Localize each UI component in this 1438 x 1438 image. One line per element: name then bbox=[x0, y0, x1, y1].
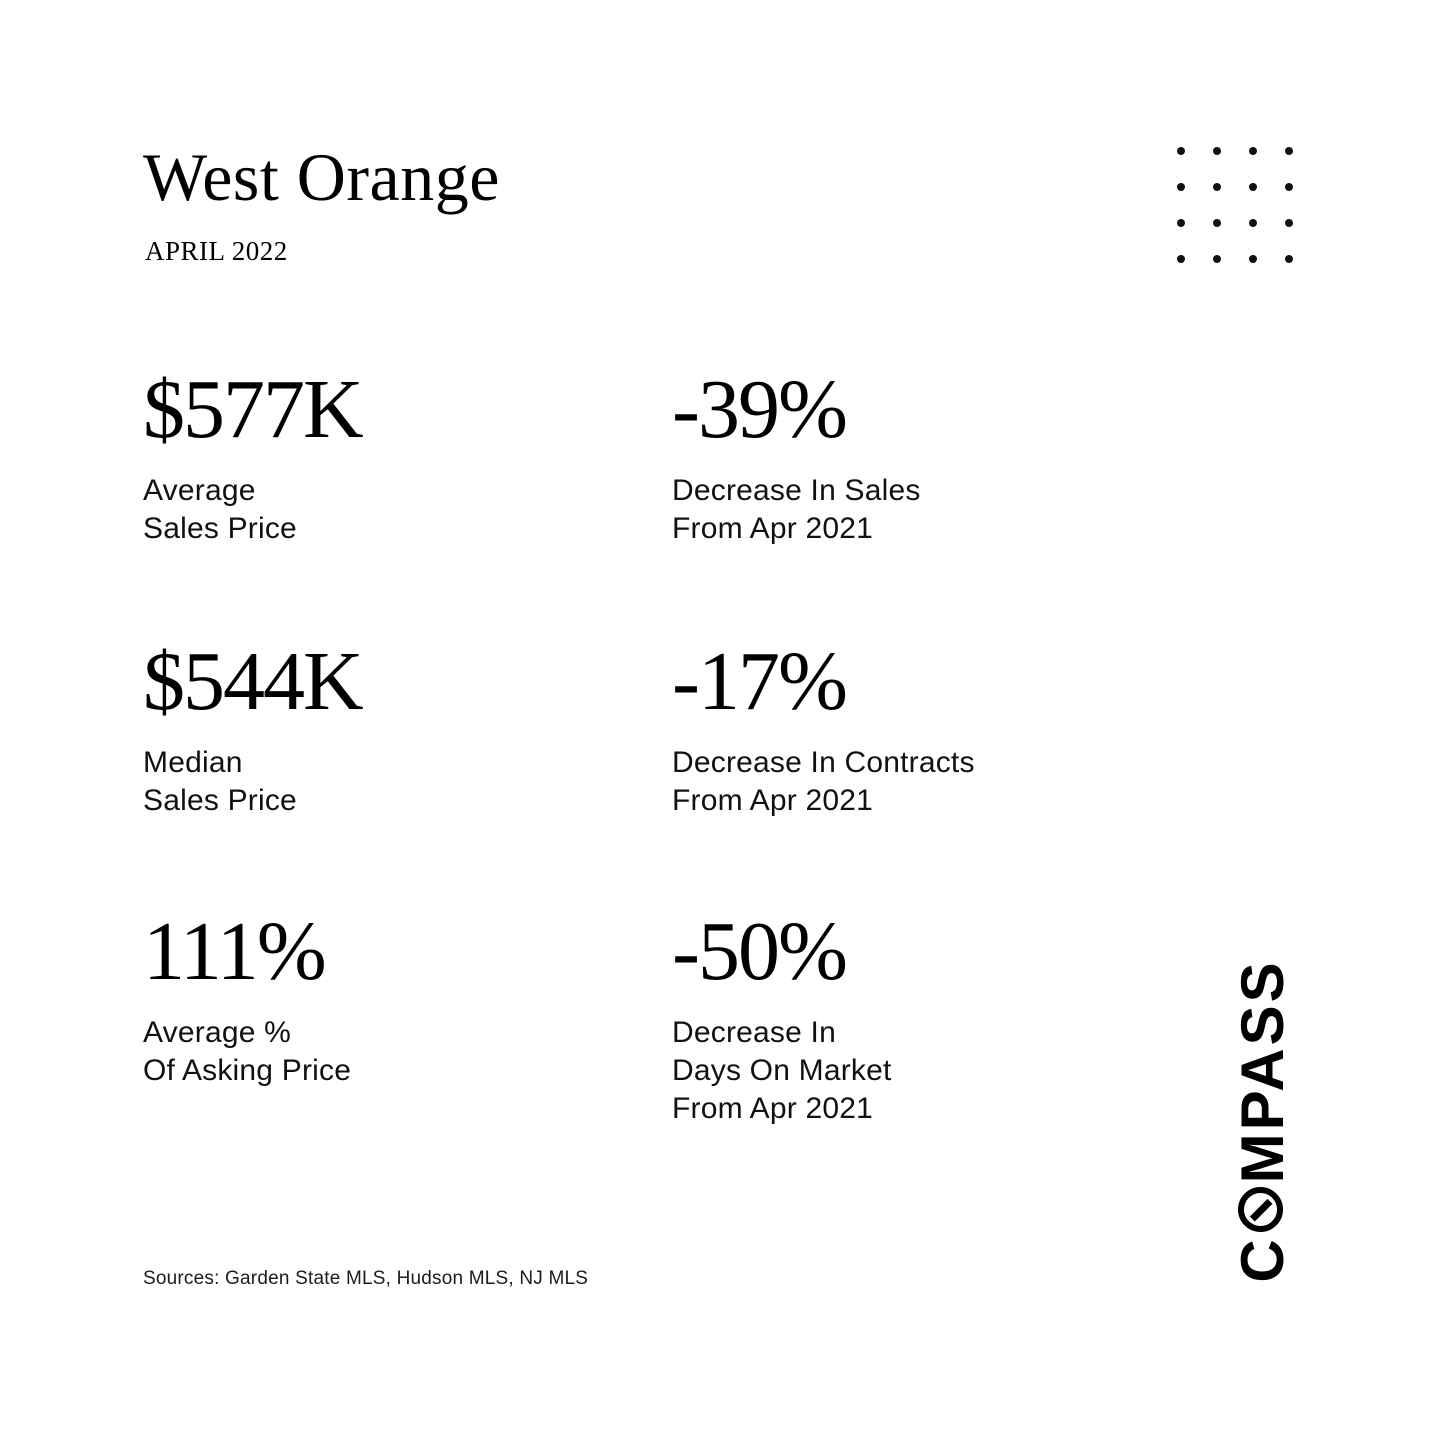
stat-label-line: Decrease In Contracts bbox=[672, 746, 975, 779]
logo-letter: C bbox=[1229, 1236, 1296, 1283]
stat-days-on-market-change: -50% Decrease In Days On Market From Apr… bbox=[672, 910, 892, 1127]
dot bbox=[1177, 255, 1185, 263]
stat-label-line: Decrease In Sales bbox=[672, 474, 921, 507]
dot bbox=[1249, 255, 1257, 263]
stat-label: Decrease In Sales From Apr 2021 bbox=[672, 472, 921, 548]
stat-label-line: Days On Market bbox=[672, 1053, 892, 1087]
sources-note: Sources: Garden State MLS, Hudson MLS, N… bbox=[143, 1268, 589, 1289]
logo-letter: S bbox=[1229, 959, 1296, 1003]
stat-value: $544K bbox=[143, 635, 364, 728]
stat-value: -17% bbox=[672, 635, 848, 728]
dot bbox=[1213, 219, 1221, 227]
dot bbox=[1213, 147, 1221, 155]
logo-letter: P bbox=[1229, 1091, 1296, 1131]
dot bbox=[1177, 219, 1185, 227]
stat-value: $577K bbox=[143, 363, 364, 456]
dot bbox=[1177, 183, 1185, 191]
stat-label: Decrease In Days On Market From Apr 2021 bbox=[672, 1014, 892, 1127]
stat-label-line: From Apr 2021 bbox=[672, 783, 874, 817]
dot bbox=[1285, 183, 1293, 191]
stat-label-line: Of Asking Price bbox=[143, 1053, 352, 1087]
dot bbox=[1213, 183, 1221, 191]
stat-asking-price-ratio: 111% Average % Of Asking Price bbox=[143, 910, 351, 1090]
logo-letter: A bbox=[1229, 1045, 1296, 1092]
stat-value: -50% bbox=[672, 905, 848, 998]
stat-sales-change: -39% Decrease In Sales From Apr 2021 bbox=[672, 368, 921, 548]
stat-label: Median Sales Price bbox=[143, 744, 362, 820]
stat-value: 111% bbox=[143, 905, 327, 998]
stat-label-line: Sales Price bbox=[143, 783, 297, 817]
dot bbox=[1285, 219, 1293, 227]
compass-logo: C MPASS bbox=[1229, 951, 1296, 1291]
dot bbox=[1285, 255, 1293, 263]
stat-value: -39% bbox=[672, 363, 848, 456]
stat-label-line: Sales Price bbox=[143, 511, 297, 545]
stat-label-line: Median bbox=[143, 746, 243, 779]
logo-letter: S bbox=[1229, 1002, 1296, 1046]
stat-label-line: From Apr 2021 bbox=[672, 511, 874, 545]
dot bbox=[1249, 219, 1257, 227]
stat-median-sales-price: $544K Median Sales Price bbox=[143, 635, 364, 820]
logo-letter: M bbox=[1229, 1130, 1296, 1184]
stat-label-line: From Apr 2021 bbox=[672, 1091, 874, 1125]
stat-label-line: Decrease In bbox=[672, 1016, 836, 1049]
stat-label: Average Sales Price bbox=[143, 472, 362, 548]
stat-label-line: Average % bbox=[143, 1016, 292, 1049]
dot bbox=[1213, 255, 1221, 263]
dot bbox=[1249, 147, 1257, 155]
stat-label: Average % Of Asking Price bbox=[143, 1014, 351, 1090]
dot bbox=[1177, 147, 1185, 155]
dot bbox=[1249, 183, 1257, 191]
stat-label: Decrease In Contracts From Apr 2021 bbox=[672, 744, 975, 820]
stat-label-line: Average bbox=[143, 474, 256, 507]
stat-contracts-change: -17% Decrease In Contracts From Apr 2021 bbox=[672, 640, 975, 820]
stat-average-sales-price: $577K Average Sales Price bbox=[143, 363, 364, 548]
dot bbox=[1285, 147, 1293, 155]
report-period: APRIL 2022 bbox=[145, 236, 288, 266]
page-title: West Orange bbox=[143, 139, 500, 215]
compass-o-icon bbox=[1238, 1187, 1283, 1233]
dot-grid-decoration bbox=[1177, 147, 1293, 263]
